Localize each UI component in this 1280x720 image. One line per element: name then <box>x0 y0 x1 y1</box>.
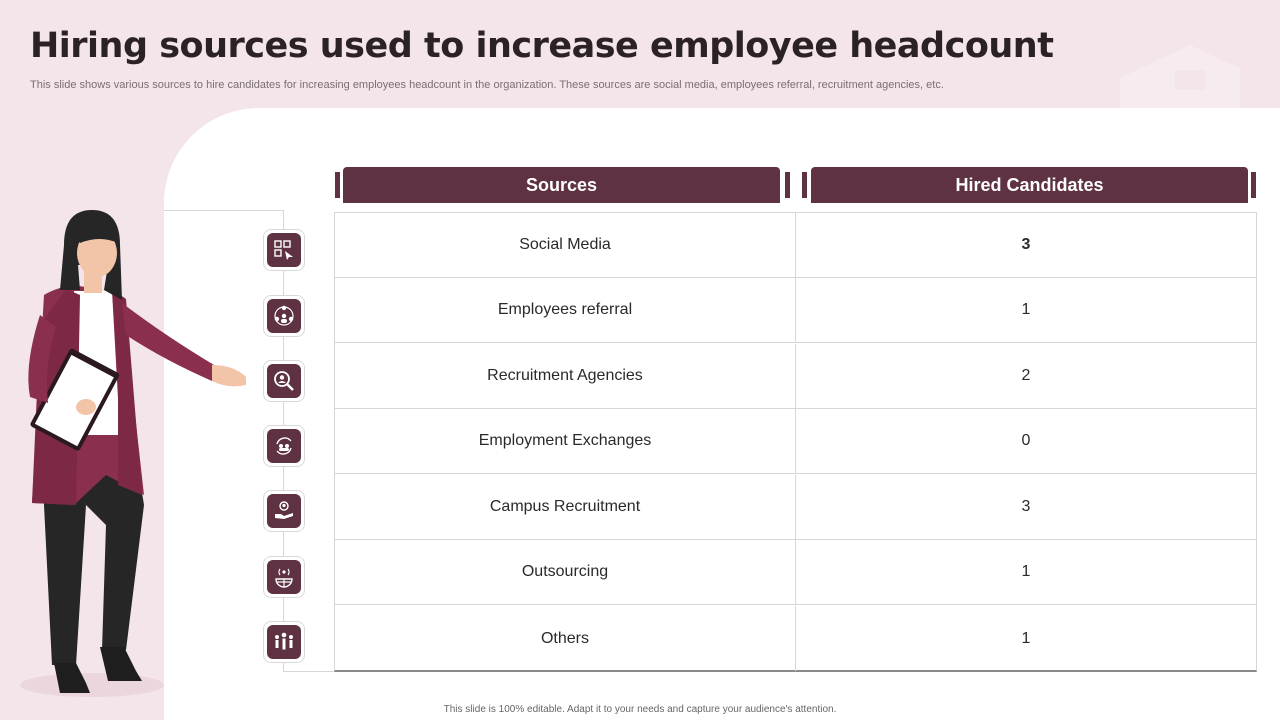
column-header-sources: Sources <box>343 167 780 203</box>
source-cell: Employees referral <box>335 278 796 342</box>
presenter-illustration <box>20 210 246 697</box>
table-row: Others 1 <box>335 606 1256 671</box>
header-accent-bar <box>1251 172 1256 198</box>
house-watermark-icon <box>1120 45 1240 108</box>
connector-line <box>164 210 284 211</box>
source-cell: Others <box>335 606 796 671</box>
header-accent-bar <box>335 172 340 198</box>
table-row: Campus Recruitment 3 <box>335 475 1256 540</box>
table-row: Outsourcing 1 <box>335 540 1256 605</box>
exchange-people-icon <box>263 425 305 467</box>
source-cell: Employment Exchanges <box>335 409 796 473</box>
column-header-hired-candidates: Hired Candidates <box>811 167 1248 203</box>
slide-title: Hiring sources used to increase employee… <box>30 26 1054 66</box>
hired-count-cell: 3 <box>1021 236 1031 253</box>
slide-footer: This slide is 100% editable. Adapt it to… <box>443 704 837 715</box>
connector-line <box>283 671 335 672</box>
social-media-icon <box>263 229 305 271</box>
hired-count-cell: 2 <box>1021 367 1031 384</box>
hired-count-cell: 1 <box>1021 629 1031 647</box>
header-accent-bar <box>785 172 790 198</box>
table-row: Recruitment Agencies 2 <box>335 344 1256 409</box>
header-accent-bar <box>802 172 807 198</box>
magnifier-person-icon <box>263 360 305 402</box>
network-people-icon <box>263 295 305 337</box>
globe-signal-icon <box>263 556 305 598</box>
table-row: Employees referral 1 <box>335 278 1256 343</box>
content-panel <box>164 108 1280 720</box>
source-cell: Recruitment Agencies <box>335 344 796 408</box>
source-cell: Social Media <box>335 213 796 277</box>
hired-count-cell: 1 <box>1021 563 1031 580</box>
hired-count-cell: 0 <box>1021 432 1031 449</box>
slide-subtitle: This slide shows various sources to hire… <box>30 79 944 91</box>
sources-table: Social Media 3 Employees referral 1 Recr… <box>334 212 1257 672</box>
table-row: Social Media 3 <box>335 213 1256 278</box>
hired-count-cell: 1 <box>1021 301 1031 318</box>
table-row: Employment Exchanges 0 <box>335 409 1256 474</box>
group-people-icon <box>263 621 305 663</box>
source-cell: Campus Recruitment <box>335 475 796 539</box>
source-cell: Outsourcing <box>335 540 796 604</box>
hand-person-icon <box>263 490 305 532</box>
hired-count-cell: 3 <box>1021 498 1031 515</box>
